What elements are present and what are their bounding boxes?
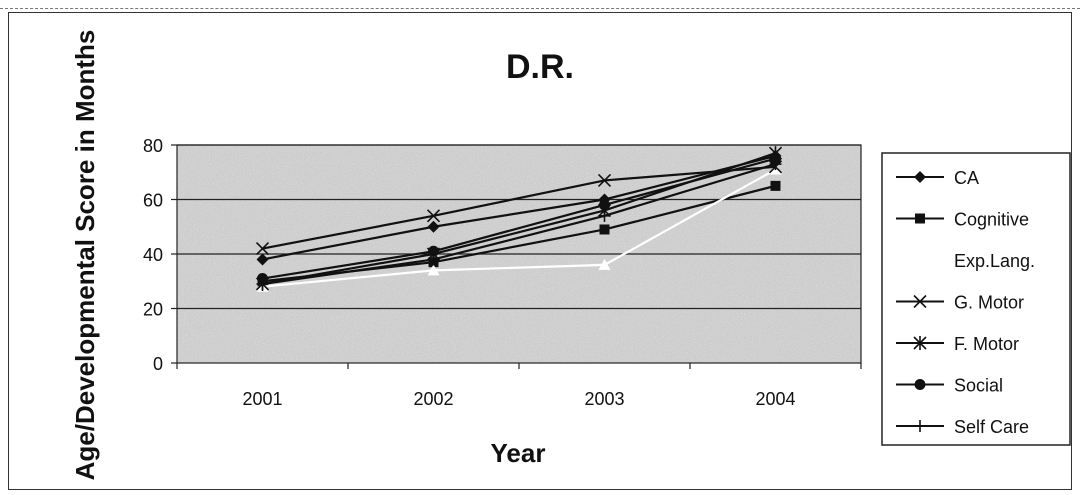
y-tick-label: 0	[153, 354, 163, 374]
legend-marker	[914, 379, 926, 390]
data-point	[427, 264, 440, 276]
chart-title: D.R.	[506, 48, 574, 86]
series-line	[262, 163, 776, 286]
data-point	[769, 158, 782, 171]
legend-entry: CA	[896, 168, 979, 188]
legend-marker	[913, 294, 927, 309]
data-point	[598, 258, 611, 270]
legend-entry: Exp.Lang.	[896, 251, 1035, 271]
x-tick-label: 2003	[584, 389, 624, 409]
legend-box	[881, 152, 1071, 446]
legend-marker	[914, 420, 926, 432]
data-point	[428, 245, 439, 257]
data-point	[256, 253, 269, 266]
legend-entry: Self Care	[896, 417, 1029, 437]
data-point	[770, 180, 781, 191]
legend-marker	[914, 254, 926, 265]
x-tick-label: 2001	[242, 389, 282, 409]
legend-entry: Cognitive	[896, 210, 1029, 230]
x-tick-label: 2002	[413, 389, 453, 409]
series-line	[262, 165, 776, 250]
legend-label: CA	[954, 168, 979, 188]
data-point	[598, 209, 611, 222]
data-point	[256, 277, 269, 290]
legend-label: Self Care	[954, 417, 1029, 437]
y-axis-title: Age/Developmental Score in Months	[70, 30, 100, 481]
x-axis-title: Year	[491, 438, 546, 468]
legend-entry: F. Motor	[896, 334, 1019, 354]
legend-label: Social	[954, 376, 1003, 396]
legend: CA Cognitive Exp.Lang. G. Motor F. Motor Soci…	[896, 168, 1035, 437]
data-point	[427, 253, 440, 266]
y-tick-label: 20	[143, 300, 163, 320]
legend-marker	[913, 336, 927, 350]
series-self-care	[256, 158, 782, 290]
data-point	[427, 220, 440, 233]
series-line	[262, 157, 776, 280]
data-point	[426, 209, 441, 223]
chart-frame	[8, 12, 1072, 490]
legend-label: G. Motor	[954, 293, 1024, 313]
x-tick-label: 2004	[755, 389, 795, 409]
y-tick-label: 80	[143, 136, 163, 156]
series-social	[257, 153, 781, 285]
legend-entry: G. Motor	[896, 293, 1024, 313]
series-line	[262, 168, 777, 288]
data-point	[599, 224, 610, 235]
data-point	[599, 199, 610, 211]
series-line	[262, 154, 776, 261]
axes: 0 20 40 60 80 2001 2002 2003 2004	[143, 136, 862, 409]
data-point	[597, 173, 612, 187]
legend-label: Cognitive	[954, 210, 1029, 230]
legend-label: Exp.Lang.	[954, 251, 1035, 271]
series-layer	[255, 146, 783, 292]
legend-marker	[914, 171, 926, 183]
legend-entry: Social	[896, 376, 1003, 396]
y-tick-label: 60	[143, 191, 163, 211]
legend-marker	[915, 213, 925, 224]
y-tick-label: 40	[143, 245, 163, 265]
legend-label: F. Motor	[954, 334, 1019, 354]
top-dashed-rule	[0, 8, 1080, 9]
data-point	[255, 241, 270, 256]
